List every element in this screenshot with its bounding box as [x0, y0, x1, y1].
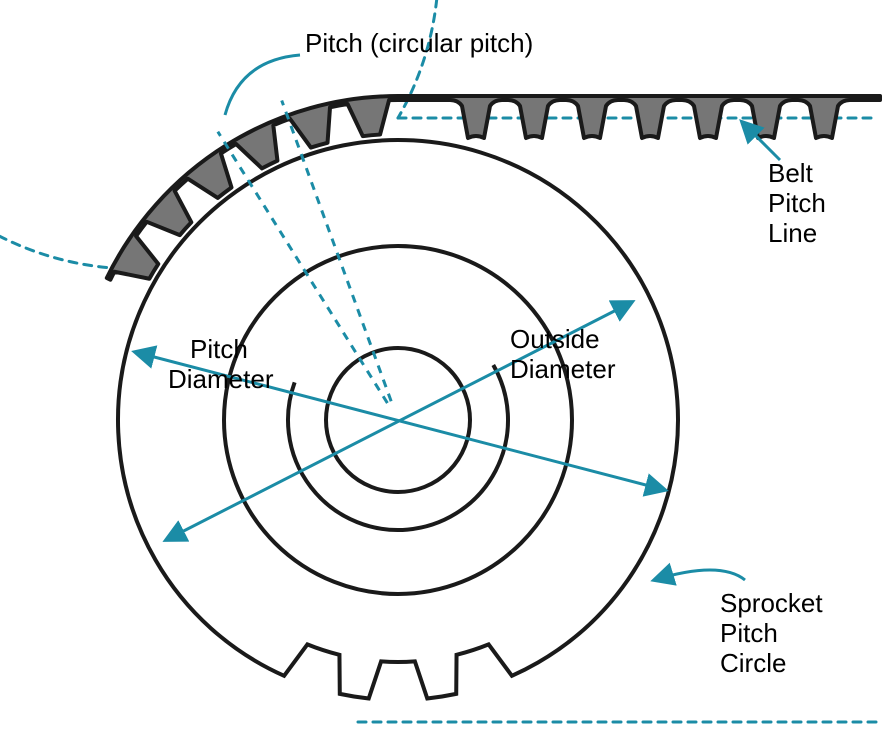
pitch-diameter-label-2: Diameter — [168, 364, 274, 394]
sprocket-pitch-label-1: Sprocket — [720, 588, 823, 618]
pitch-diameter-label-1: Pitch — [190, 334, 248, 364]
belt-pitch-line-label-2: Pitch — [768, 188, 826, 218]
pitch-circular-label: Pitch (circular pitch) — [305, 28, 533, 58]
sprocket-pitch-label-3: Circle — [720, 648, 786, 678]
belt-pitch-line-label-1: Belt — [768, 158, 814, 188]
belt-pitch-line-label-3: Line — [768, 218, 817, 248]
outside-diameter-label-1: Outside — [510, 324, 600, 354]
timing-belt — [107, 96, 880, 280]
sprocket-pitch-label-2: Pitch — [720, 618, 778, 648]
outside-diameter-label-2: Diameter — [510, 354, 616, 384]
sprocket-pitch-diagram: Pitch (circular pitch) Belt Pitch Line P… — [0, 0, 883, 756]
